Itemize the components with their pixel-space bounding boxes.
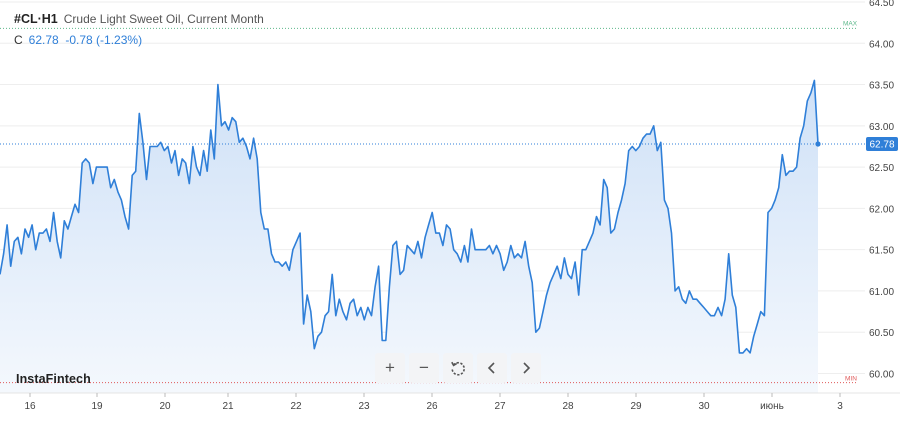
x-tick-label: 3 [837, 401, 843, 412]
y-axis: 64.50 64.00 63.50 63.00 62.50 62.00 61.50 61.00… [869, 0, 894, 380]
last-price-tag [866, 136, 898, 151]
price-change: -0.78 (-1.23%) [65, 33, 143, 47]
y-tick-label: 60.00 [869, 369, 894, 380]
y-tick-label: 60.50 [869, 328, 894, 339]
x-tick-label: 21 [222, 401, 234, 412]
close-value: 62.78 [28, 33, 59, 47]
brand-logo: InstaFintech [16, 372, 91, 386]
instrument-description: Crude Light Sweet Oil, Current Month [63, 12, 264, 26]
x-tick-label: 22 [290, 401, 302, 412]
close-label: C [14, 33, 23, 47]
x-tick-label: 27 [494, 401, 506, 412]
x-tick-label: 30 [698, 401, 710, 412]
reset-icon [451, 361, 465, 376]
x-tick-label: 28 [562, 401, 574, 412]
last-price-marker: 62.78 [0, 136, 898, 151]
y-tick-label: 62.50 [869, 163, 894, 174]
scroll-left-button[interactable] [477, 353, 507, 383]
last-point [815, 141, 821, 147]
x-tick-label: июнь [760, 401, 784, 412]
y-tick-label: 64.50 [869, 0, 894, 9]
chevron-left-icon [487, 362, 495, 374]
x-tick-label: 23 [358, 401, 370, 412]
x-tick-label: 26 [426, 401, 438, 412]
price-line [0, 79, 819, 354]
last-price-label: 62.78 [869, 139, 894, 150]
scroll-right-button[interactable] [511, 353, 541, 383]
y-tick-label: 61.50 [869, 246, 894, 257]
y-tick-label: 62.00 [869, 204, 894, 215]
plus-icon: + [385, 358, 395, 377]
min-label: MIN [845, 376, 857, 383]
minus-icon: − [419, 358, 429, 377]
close-readout: C 62.78 -0.78 (-1.23%) [14, 33, 142, 47]
y-tick-label: 64.00 [869, 39, 894, 50]
zoom-in-button[interactable]: + [375, 353, 405, 383]
chart-toolbar: + − [375, 353, 541, 383]
reset-button[interactable] [443, 353, 473, 383]
y-tick-label: 63.50 [869, 81, 894, 92]
y-tick-label: 63.00 [869, 122, 894, 133]
zoom-out-button[interactable]: − [409, 353, 439, 383]
price-area [0, 79, 819, 394]
x-axis: 16 19 20 21 22 23 26 27 28 29 30 июнь 3 [0, 392, 900, 412]
y-tick-label: 61.00 [869, 287, 894, 298]
chart-header: #CL·H1 Crude Light Sweet Oil, Current Mon… [14, 12, 264, 26]
area-fill [0, 80, 818, 394]
chevron-right-icon [523, 362, 531, 374]
symbol-label: #CL·H1 [14, 12, 58, 26]
x-tick-label: 20 [159, 401, 171, 412]
x-tick-label: 19 [91, 401, 103, 412]
max-label: MAX [843, 20, 858, 27]
x-tick-label: 29 [630, 401, 642, 412]
x-tick-label: 16 [24, 401, 36, 412]
